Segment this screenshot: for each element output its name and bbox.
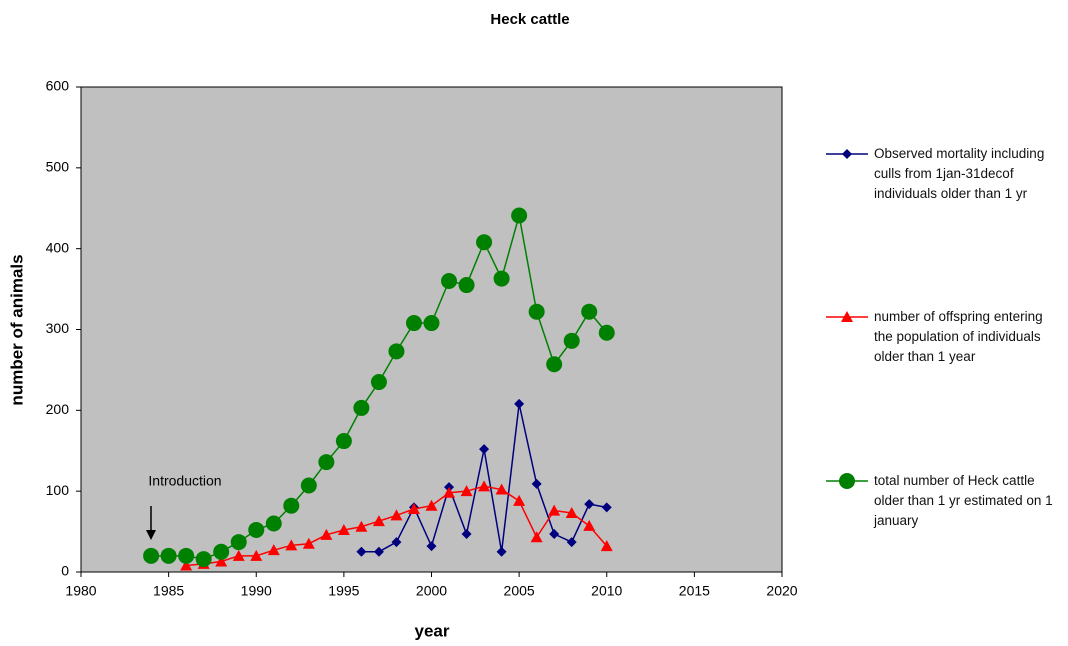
point	[563, 332, 580, 349]
y-tick-label: 0	[61, 563, 69, 579]
point	[423, 315, 440, 332]
point	[461, 529, 472, 540]
point	[195, 551, 212, 568]
y-tick-label: 100	[46, 482, 70, 498]
point	[267, 544, 280, 556]
point	[285, 539, 298, 551]
point	[178, 547, 195, 564]
point	[160, 547, 177, 564]
point	[479, 444, 490, 455]
point	[513, 494, 526, 506]
point	[514, 398, 525, 409]
point	[566, 537, 577, 548]
point	[302, 537, 315, 549]
point	[250, 549, 263, 561]
point	[528, 303, 545, 320]
point	[405, 315, 422, 332]
legend-marker	[839, 473, 855, 489]
point	[441, 273, 458, 289]
point	[581, 303, 598, 320]
point	[337, 523, 350, 535]
point	[215, 555, 228, 567]
x-tick-label: 1980	[65, 583, 96, 599]
point	[598, 324, 615, 341]
point	[425, 499, 438, 511]
point	[335, 433, 352, 450]
point	[230, 534, 247, 551]
chart-title: Heck cattle	[490, 11, 569, 28]
point	[565, 506, 578, 518]
x-tick-label: 1995	[328, 583, 359, 599]
x-tick-label: 2000	[416, 583, 447, 599]
y-axis-label: number of animals	[7, 254, 26, 405]
legend-label: total number of Heck cattle older than 1…	[874, 473, 1053, 528]
y-tick-label: 400	[46, 239, 70, 255]
x-tick-label: 2015	[679, 583, 710, 599]
y-tick-label: 500	[46, 159, 70, 175]
point	[370, 374, 387, 391]
point	[531, 478, 542, 489]
point	[530, 531, 543, 543]
point	[390, 509, 403, 521]
point	[391, 537, 402, 548]
annotation: Introduction	[148, 473, 221, 489]
point	[601, 502, 612, 513]
x-tick-label: 2010	[591, 583, 622, 599]
point	[584, 499, 595, 510]
point	[458, 277, 475, 294]
legend-marker	[841, 311, 853, 322]
y-tick-label: 600	[46, 78, 70, 94]
point	[283, 497, 300, 514]
legend-label: number of offspring entering the populat…	[874, 309, 1043, 364]
point	[549, 529, 560, 540]
point	[443, 486, 456, 498]
point	[353, 399, 370, 416]
legend-marker	[842, 149, 852, 159]
x-tick-label: 2020	[766, 583, 797, 599]
point	[546, 356, 563, 373]
point	[388, 343, 405, 360]
x-tick-label: 1990	[241, 583, 272, 599]
point	[213, 543, 230, 560]
point	[426, 541, 437, 552]
point	[180, 559, 193, 571]
point	[511, 207, 528, 224]
point	[478, 480, 491, 492]
x-tick-label: 2005	[504, 583, 535, 599]
point	[583, 519, 596, 531]
point	[548, 504, 561, 516]
point	[495, 483, 508, 495]
point	[300, 477, 317, 494]
point	[355, 520, 368, 532]
point	[460, 485, 473, 497]
y-tick-label: 200	[46, 401, 70, 417]
legend-label: Observed mortality including culls from …	[874, 146, 1045, 201]
x-tick-label: 1985	[153, 583, 184, 599]
point	[320, 528, 333, 540]
point	[373, 546, 384, 557]
x-axis-label: year	[415, 621, 450, 640]
point	[356, 546, 367, 557]
point	[600, 540, 613, 552]
point	[318, 454, 335, 471]
annotation-arrowhead	[146, 530, 156, 540]
point	[476, 234, 493, 251]
point	[143, 547, 160, 564]
y-tick-label: 300	[46, 320, 70, 336]
point	[232, 549, 245, 561]
point	[372, 515, 385, 527]
point	[248, 521, 265, 538]
point	[496, 546, 507, 557]
point	[407, 502, 420, 514]
point	[493, 270, 510, 287]
point	[265, 515, 282, 532]
